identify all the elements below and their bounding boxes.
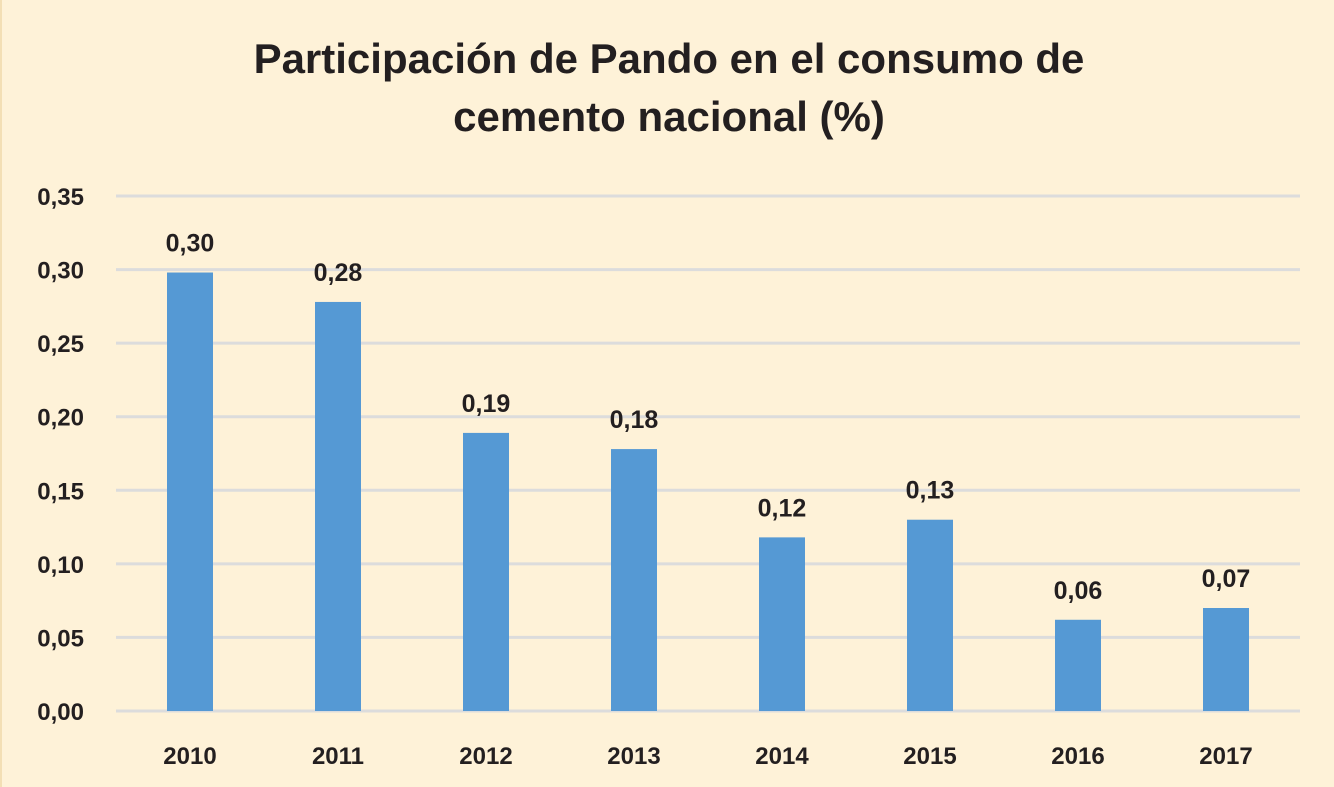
x-tick-label: 2017: [1199, 743, 1252, 770]
chart-title: Participación de Pando en el consumo de …: [2, 30, 1334, 146]
bar-2016: [1055, 619, 1101, 711]
x-tick-label: 2012: [459, 743, 512, 770]
x-tick-label: 2013: [607, 743, 660, 770]
gridlines: [116, 194, 1300, 713]
x-tick-label: 2011: [312, 743, 364, 770]
x-tick-label: 2015: [903, 743, 956, 770]
bar-2017: [1203, 608, 1249, 711]
data-labels: 0,30 0,28 0,19 0,18 0,12 0,13 0,06 0,07: [166, 230, 1251, 605]
x-axis-ticks: 2010 2011 2012 2013 2014 2015 2016 2017: [163, 743, 1252, 770]
bar-2013: [611, 449, 657, 711]
x-tick-label: 2014: [755, 743, 809, 770]
y-tick-label: 0,25: [37, 331, 84, 358]
data-label-2016: 0,06: [1054, 577, 1103, 605]
bar-2014: [759, 537, 805, 711]
y-tick-label: 0,35: [37, 184, 84, 211]
chart-title-line-2: cemento nacional (%): [453, 93, 885, 140]
bar-2010: [167, 272, 213, 711]
data-label-2010: 0,30: [166, 230, 215, 258]
y-tick-label: 0,20: [37, 405, 84, 432]
y-tick-label: 0,15: [37, 478, 84, 505]
y-tick-label: 0,00: [37, 699, 84, 726]
data-label-2017: 0,07: [1202, 565, 1251, 593]
data-label-2015: 0,13: [906, 477, 955, 505]
bar-2015: [907, 519, 953, 711]
data-label-2011: 0,28: [314, 259, 363, 287]
bars: [167, 272, 1249, 711]
y-axis-ticks: 0,00 0,05 0,10 0,15 0,20 0,25 0,30 0,35: [37, 184, 84, 726]
x-tick-label: 2016: [1051, 743, 1104, 770]
data-label-2013: 0,18: [610, 406, 659, 434]
y-tick-label: 0,05: [37, 625, 84, 652]
chart-title-line-1: Participación de Pando en el consumo de: [253, 35, 1085, 82]
x-tick-label: 2010: [163, 743, 216, 770]
data-label-2012: 0,19: [462, 390, 511, 418]
bar-2011: [315, 301, 361, 711]
data-label-2014: 0,12: [758, 494, 807, 522]
y-tick-label: 0,10: [37, 552, 84, 579]
y-tick-label: 0,30: [37, 258, 84, 285]
bar-2012: [463, 432, 509, 711]
